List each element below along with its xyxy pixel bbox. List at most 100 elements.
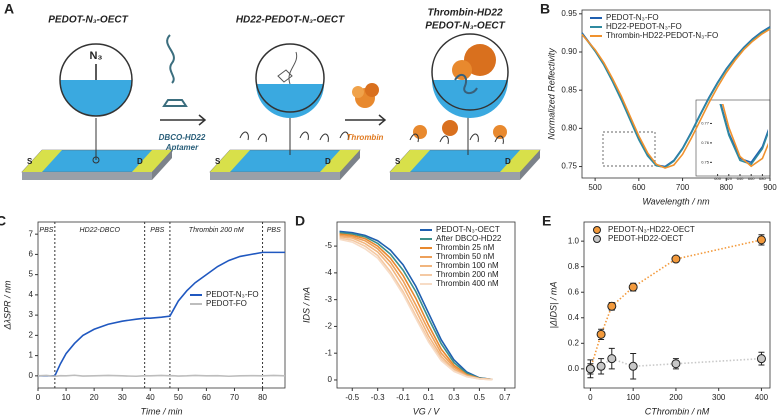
panel-letter: C [0,213,6,229]
y-tick-label: 0.80 [561,123,577,132]
phase-label: PBS [39,227,53,234]
inset-x-tick-label: 660 [748,176,755,181]
data-point [596,329,606,339]
device [389,149,541,181]
y-tick-label: -4 [325,268,333,277]
x-tick-label: -0.1 [396,393,410,402]
x-axis-label: VG / V [413,406,441,416]
phase-label: Thrombin 200 nM [189,227,244,234]
data-line [581,28,771,169]
data-point [756,235,766,245]
zoom-box [602,131,656,167]
x-tick-label: 200 [669,393,683,402]
y-tick-label: 1 [29,351,34,360]
x-tick-label: 0.1 [423,393,435,402]
inset-x-tick-label: 640 [737,176,744,181]
legend-label: HD22-PEDOT-N₃-FO [606,22,682,31]
legend-label: PEDOT-N₃-FO [206,290,259,299]
magnifier [239,43,349,155]
data-point [585,364,595,374]
y-axis-label: Normalized Reflectivity [546,48,556,140]
y-tick-label: 5 [29,270,34,279]
legend-label: PEDOT-FO [206,299,247,308]
y-tick-label: 0 [328,375,333,384]
drain-label: D [325,157,331,166]
y-tick-label: 0.6 [568,287,580,296]
y-tick-label: -5 [325,241,333,250]
data-line [339,230,493,381]
legend-label: Thrombin 400 nM [436,279,499,288]
x-tick-label: 500 [588,183,602,192]
x-tick-label: 0.7 [499,393,511,402]
device [21,149,173,181]
y-tick-label: 0.90 [561,47,577,56]
panel-letter: A [4,1,14,17]
panel-letter: D [295,213,305,229]
y-tick-label: 0.0 [568,364,580,373]
x-axis-label: CThrombin / nM [645,406,710,416]
y-axis-label: IDS / mA [301,287,311,323]
x-tick-label: 300 [712,393,726,402]
data-line [590,357,762,370]
inset-y-tick-label: 0.76 [701,140,710,145]
y-tick-label: 0.85 [561,85,577,94]
plot-frame [336,221,516,389]
x-tick-label: 0.5 [474,393,486,402]
x-tick-label: 30 [118,393,127,402]
inset-x-tick-label: 620 [725,176,732,181]
data-point [607,354,617,364]
legend-label: Thrombin 50 nM [436,252,495,261]
magnifier [409,33,509,155]
y-tick-label: 3 [29,310,34,319]
x-tick-label: 900 [763,183,777,192]
legend-label: Thrombin-HD22-PEDOT-N₃-FO [606,31,718,40]
azide-label: N₃ [89,50,102,62]
device-labels: S D S D S D [27,157,511,166]
x-tick-label: 800 [720,183,734,192]
x-tick-label: 60 [202,393,211,402]
y-tick-label: -1 [325,348,333,357]
legend-label: PEDOT-N₃-HD22-OECT [608,225,695,234]
data-point [628,361,638,371]
y-tick-label: 0.8 [568,262,580,271]
legend-label: PEDOT-N₃-OECT [436,225,500,234]
step-arrow: Thrombin [345,83,387,142]
plot-frame [37,221,286,389]
legend-swatch [593,226,601,234]
legend-label: After DBCO-HD22 [436,234,502,243]
step-label: DBCO-HD22 [159,133,206,142]
x-tick-label: 70 [230,393,239,402]
step-label: Aptamer [165,143,199,152]
y-tick-label: 7 [29,229,34,238]
x-tick-label: 0.3 [448,393,460,402]
x-tick-label: 10 [62,393,71,402]
x-tick-label: 20 [90,393,99,402]
y-tick-label: 0 [29,371,34,380]
y-tick-label: 4 [29,290,34,299]
y-tick-label: 1.0 [568,236,580,245]
inset-x-tick-label: 600 [714,176,721,181]
x-tick-label: 0 [36,393,41,402]
y-tick-label: 0.4 [568,313,580,322]
source-label: S [215,157,221,166]
data-line [339,238,493,381]
panel-letter: B [540,1,550,17]
inset-y-tick-label: 0.77 [701,121,710,126]
panel-letter: E [542,213,551,229]
inset-y-tick-label: 0.75 [701,159,710,164]
data-point [628,282,638,292]
inset-x-tick-label: 680 [759,176,766,181]
x-tick-label: 700 [676,183,690,192]
data-point [756,354,766,364]
y-tick-label: 0.95 [561,9,577,18]
legend-label: PEDOT-N₃-FO [606,13,659,22]
phase-label: PBS [267,227,281,234]
legend-label: Thrombin 100 nM [436,261,499,270]
step-arrow: DBCO-HD22 Aptamer [159,34,207,152]
phase-label: PBS [150,227,164,234]
y-tick-label: -3 [325,295,333,304]
data-point [596,361,606,371]
magnifier: N₃ [59,43,133,164]
data-line [581,26,771,169]
